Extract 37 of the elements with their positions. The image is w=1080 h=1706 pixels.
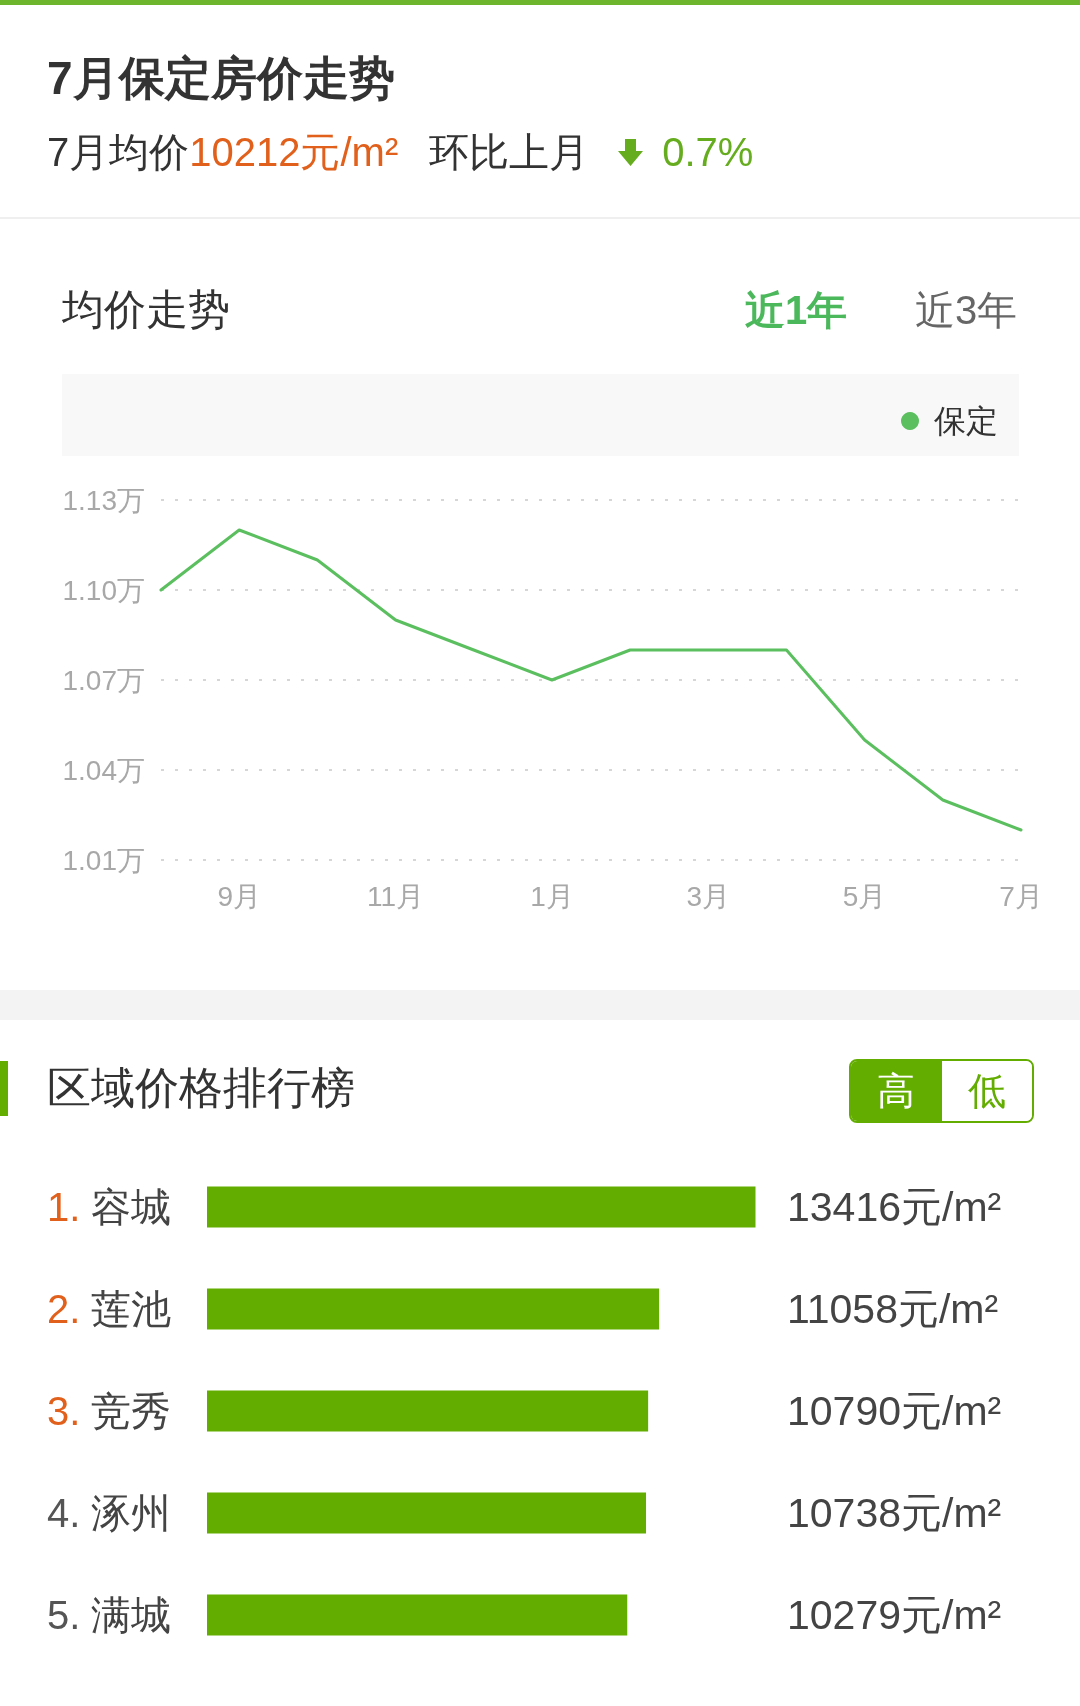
- data-label: 10738元/m²: [787, 1490, 1002, 1536]
- line-series: [159, 528, 1023, 832]
- text: 均价走势: [62, 285, 230, 335]
- data-label: 11058元/m²: [787, 1286, 999, 1332]
- chart-subtitle: 7月均价10212元/m²: [47, 129, 399, 176]
- y-tick-label: 1.04万: [62, 754, 145, 786]
- x-tick-label: 11月: [367, 880, 425, 912]
- bar: [207, 1288, 660, 1330]
- y-tick-label: 1.13万: [62, 484, 145, 516]
- x-tick-label: 1月: [530, 880, 574, 912]
- bar: [207, 1186, 756, 1228]
- data-label: 10279元/m²: [787, 1592, 1002, 1638]
- chart-title: 7月保定房价走势: [47, 51, 395, 106]
- data-label: 13416元/m²: [787, 1184, 1002, 1230]
- y-tick-label: 5. 满城: [47, 1593, 172, 1637]
- y-tick-label: 1.10万: [62, 574, 145, 606]
- y-tick-label: 4. 涿州: [47, 1491, 172, 1535]
- text: 0.7%: [662, 129, 754, 176]
- bar: [207, 1492, 647, 1534]
- legend-label: 保定: [934, 403, 998, 439]
- y-tick-label: 1.01万: [62, 844, 145, 876]
- x-tick-label: 3月: [686, 880, 731, 912]
- x-tick-label: 9月: [217, 880, 261, 912]
- text: 环比上月: [429, 129, 590, 176]
- y-tick-label: 1.07万: [62, 664, 145, 696]
- text: 近3年: [915, 287, 1018, 334]
- segmented-toggle: 高 低: [849, 1059, 1034, 1123]
- y-tick-label: 1. 容城: [47, 1185, 172, 1229]
- text: 近1年: [745, 287, 848, 334]
- bar: [207, 1390, 649, 1432]
- x-tick-label: 5月: [842, 880, 887, 912]
- data-label: 10790元/m²: [787, 1388, 1002, 1434]
- chart-title: 区域价格排行榜: [47, 1062, 355, 1114]
- y-tick-label: 3. 竞秀: [47, 1389, 172, 1433]
- bar: [207, 1594, 628, 1636]
- x-tick-label: 7月: [999, 880, 1043, 912]
- y-tick-label: 2. 莲池: [47, 1287, 172, 1331]
